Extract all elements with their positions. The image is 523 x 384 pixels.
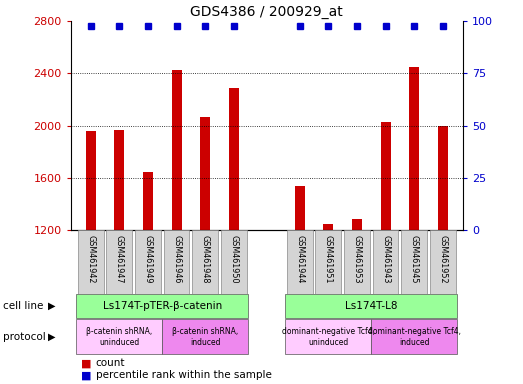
Bar bbox=[143, 172, 153, 230]
Text: GSM461948: GSM461948 bbox=[201, 235, 210, 283]
Bar bbox=[200, 117, 210, 230]
Bar bbox=[401, 230, 427, 294]
Text: Ls174T-pTER-β-catenin: Ls174T-pTER-β-catenin bbox=[103, 301, 222, 311]
Bar bbox=[192, 230, 218, 294]
Text: count: count bbox=[96, 358, 125, 368]
Text: GSM461949: GSM461949 bbox=[143, 235, 152, 283]
Text: GSM461944: GSM461944 bbox=[295, 235, 304, 283]
Text: cell line: cell line bbox=[3, 301, 43, 311]
Text: GSM461953: GSM461953 bbox=[353, 235, 361, 283]
Text: ■: ■ bbox=[81, 358, 92, 368]
Bar bbox=[438, 126, 448, 230]
Text: GSM461952: GSM461952 bbox=[438, 235, 447, 283]
Bar bbox=[352, 218, 362, 230]
Text: GSM461950: GSM461950 bbox=[229, 235, 238, 283]
Bar bbox=[430, 230, 456, 294]
Text: GSM461942: GSM461942 bbox=[86, 235, 95, 283]
Bar bbox=[135, 230, 161, 294]
Bar bbox=[323, 224, 333, 230]
Text: GSM461951: GSM461951 bbox=[324, 235, 333, 283]
Bar bbox=[229, 88, 239, 230]
Bar bbox=[287, 230, 313, 294]
Text: GSM461945: GSM461945 bbox=[410, 235, 419, 283]
Text: GSM461947: GSM461947 bbox=[115, 235, 124, 283]
Text: ▶: ▶ bbox=[48, 301, 55, 311]
Bar bbox=[373, 230, 399, 294]
Text: dominant-negative Tcf4,
uninduced: dominant-negative Tcf4, uninduced bbox=[282, 327, 375, 347]
Bar bbox=[164, 230, 189, 294]
Bar bbox=[114, 130, 124, 230]
Bar bbox=[162, 319, 248, 354]
Text: β-catenin shRNA,
induced: β-catenin shRNA, induced bbox=[172, 327, 238, 347]
Bar bbox=[78, 230, 104, 294]
Bar bbox=[221, 230, 247, 294]
Bar bbox=[172, 70, 181, 230]
Text: β-catenin shRNA,
uninduced: β-catenin shRNA, uninduced bbox=[86, 327, 152, 347]
Bar bbox=[286, 294, 457, 318]
Bar bbox=[315, 230, 341, 294]
Text: GSM461946: GSM461946 bbox=[172, 235, 181, 283]
Bar bbox=[76, 319, 162, 354]
Bar bbox=[294, 186, 305, 230]
Text: Ls174T-L8: Ls174T-L8 bbox=[345, 301, 397, 311]
Text: dominant-negative Tcf4,
induced: dominant-negative Tcf4, induced bbox=[368, 327, 461, 347]
Text: ■: ■ bbox=[81, 370, 92, 381]
Bar bbox=[344, 230, 370, 294]
Text: GSM461943: GSM461943 bbox=[381, 235, 390, 283]
Bar bbox=[286, 319, 371, 354]
Text: protocol: protocol bbox=[3, 332, 46, 342]
Bar bbox=[106, 230, 132, 294]
Bar bbox=[76, 294, 248, 318]
Title: GDS4386 / 200929_at: GDS4386 / 200929_at bbox=[190, 5, 343, 19]
Text: ▶: ▶ bbox=[48, 332, 55, 342]
Bar bbox=[371, 319, 457, 354]
Bar bbox=[381, 122, 391, 230]
Text: percentile rank within the sample: percentile rank within the sample bbox=[96, 370, 271, 381]
Bar bbox=[86, 131, 96, 230]
Bar bbox=[409, 67, 419, 230]
